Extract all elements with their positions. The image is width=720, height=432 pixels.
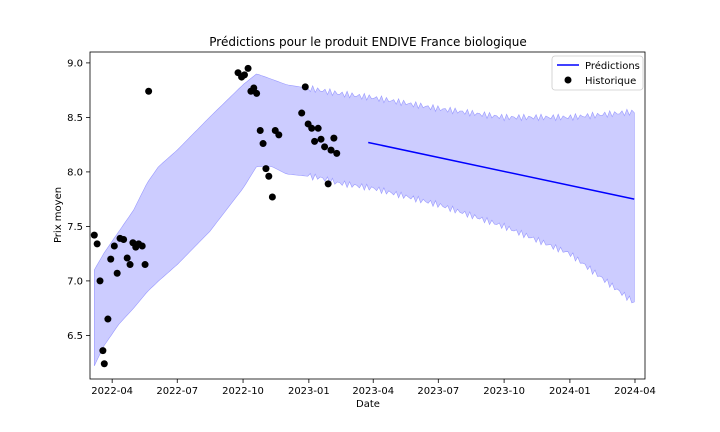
history-points xyxy=(90,64,341,368)
history-point xyxy=(262,165,270,173)
x-tick-label: 2023-07 xyxy=(417,386,459,397)
history-point xyxy=(333,149,341,157)
y-tick-label: 9.0 xyxy=(67,58,83,69)
history-point xyxy=(265,172,273,180)
history-point xyxy=(126,261,134,269)
history-point xyxy=(321,143,329,151)
y-axis-ticks: 6.5 7.0 7.5 8.0 8.5 9.0 xyxy=(67,58,90,342)
x-tick-label: 2022-10 xyxy=(222,386,264,397)
legend-label-history: Historique xyxy=(585,76,636,87)
history-point xyxy=(123,254,131,262)
chart-title: Prédictions pour le produit ENDIVE Franc… xyxy=(209,35,526,49)
history-point xyxy=(107,255,115,263)
history-point xyxy=(330,134,338,142)
legend-dot-swatch xyxy=(564,76,572,84)
history-point xyxy=(314,124,322,132)
history-point xyxy=(100,360,108,368)
history-point xyxy=(250,84,258,92)
history-point xyxy=(298,109,306,117)
history-point xyxy=(104,315,112,323)
history-point xyxy=(259,140,267,148)
history-point xyxy=(244,64,252,72)
x-tick-label: 2022-07 xyxy=(156,386,198,397)
x-axis-label: Date xyxy=(356,399,380,410)
x-tick-label: 2024-01 xyxy=(549,386,591,397)
x-tick-label: 2022-04 xyxy=(91,386,133,397)
y-tick-label: 7.0 xyxy=(67,276,83,287)
history-point xyxy=(324,180,332,188)
history-point xyxy=(327,146,335,154)
legend-label-predictions: Prédictions xyxy=(585,60,640,72)
history-point xyxy=(120,235,128,243)
history-point xyxy=(253,89,261,97)
history-point xyxy=(256,126,264,134)
history-point xyxy=(93,240,101,248)
history-point xyxy=(240,71,248,79)
history-point xyxy=(145,87,153,95)
history-point xyxy=(275,131,283,139)
y-tick-label: 7.5 xyxy=(67,222,83,233)
x-axis-ticks: 2022-04 2022-07 2022-10 2023-01 2023-04 2023-… xyxy=(91,379,656,397)
history-point xyxy=(311,137,319,145)
plot-frame xyxy=(89,51,646,380)
x-tick-label: 2023-04 xyxy=(352,386,394,397)
history-point xyxy=(317,135,325,143)
history-point xyxy=(138,242,146,250)
y-tick-label: 8.0 xyxy=(67,167,83,178)
history-point xyxy=(96,277,104,285)
history-point xyxy=(268,193,276,201)
history-point xyxy=(141,261,149,269)
x-tick-label: 2023-10 xyxy=(483,386,525,397)
history-point xyxy=(99,347,107,355)
y-tick-label: 6.5 xyxy=(67,331,83,342)
confidence-band xyxy=(94,73,635,367)
history-point xyxy=(90,231,98,239)
prediction-line xyxy=(368,141,635,200)
history-point xyxy=(113,269,121,277)
history-point xyxy=(308,124,316,132)
x-tick-label: 2024-04 xyxy=(614,386,656,397)
history-point xyxy=(110,242,118,250)
legend: Prédictions Historique xyxy=(551,55,644,91)
y-axis-label: Prix moyen xyxy=(53,187,64,243)
y-tick-label: 8.5 xyxy=(67,113,83,124)
x-tick-label: 2023-01 xyxy=(288,386,330,397)
history-point xyxy=(301,83,309,91)
